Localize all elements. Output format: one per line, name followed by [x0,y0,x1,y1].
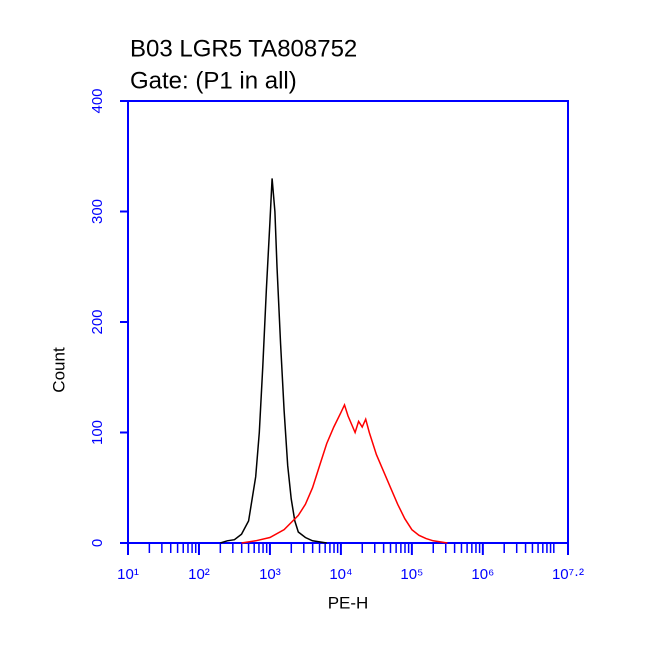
x-axis-label: PE-H [328,593,369,612]
x-tick-label: 10¹ [117,566,139,583]
plot-frame [127,100,569,544]
x-tick-label: 10² [188,566,210,583]
chart-subtitle: Gate: (P1 in all) [130,67,297,94]
histogram-line [241,402,448,544]
x-tick-label: 10³ [259,566,281,583]
y-tick-label: 300 [89,199,106,224]
y-axis-label: Count [49,347,68,393]
y-tick-label: 400 [89,88,106,113]
y-tick-label: 0 [89,539,106,547]
x-tick-label: 10⁵ [400,566,423,583]
y-tick-label: 100 [89,420,106,445]
x-tick-label: 10⁷·² [552,566,584,583]
histogram-line [220,178,327,544]
y-tick-label: 200 [89,309,106,334]
chart-title: B03 LGR5 TA808752 [130,35,357,62]
x-tick-label: 10⁶ [471,566,494,583]
x-tick-label: 10⁴ [329,566,352,583]
